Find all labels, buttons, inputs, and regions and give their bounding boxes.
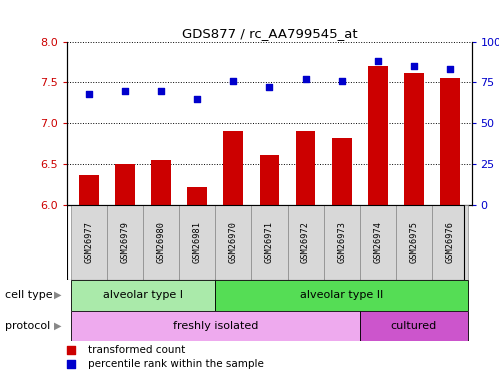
Text: GSM26974: GSM26974 [373, 221, 382, 263]
Bar [360, 310, 468, 341]
Bar [216, 205, 251, 280]
Text: GSM26981: GSM26981 [193, 221, 202, 263]
Bar [71, 310, 360, 341]
Text: GSM26973: GSM26973 [337, 221, 346, 263]
Point [410, 63, 418, 69]
Bar [115, 164, 135, 205]
Text: GSM26977: GSM26977 [84, 221, 93, 263]
Bar [224, 131, 244, 205]
Point [121, 88, 129, 94]
Bar [432, 205, 468, 280]
Bar [440, 78, 460, 205]
Text: GSM26979: GSM26979 [121, 221, 130, 263]
Bar [360, 205, 396, 280]
Bar [396, 205, 432, 280]
Bar [151, 160, 171, 205]
Bar [71, 280, 216, 310]
Text: transformed count: transformed count [88, 345, 185, 355]
Text: GSM26976: GSM26976 [446, 221, 455, 263]
Bar [143, 205, 179, 280]
Title: GDS877 / rc_AA799545_at: GDS877 / rc_AA799545_at [182, 27, 357, 40]
Point [338, 78, 346, 84]
Text: alveolar type II: alveolar type II [300, 290, 383, 300]
Bar [323, 205, 360, 280]
Point [301, 76, 309, 82]
Point [446, 66, 454, 72]
Bar [71, 205, 107, 280]
Text: freshly isolated: freshly isolated [173, 321, 258, 331]
Text: ▶: ▶ [53, 321, 61, 331]
Text: GSM26972: GSM26972 [301, 221, 310, 263]
Point [374, 58, 382, 64]
Point [67, 361, 75, 367]
Text: GSM26970: GSM26970 [229, 221, 238, 263]
Text: ▶: ▶ [53, 290, 61, 300]
Bar [187, 187, 207, 205]
Bar [332, 138, 352, 205]
Bar [179, 205, 216, 280]
Bar [295, 130, 315, 205]
Bar [368, 66, 388, 205]
Point [230, 78, 238, 84]
Text: GSM26975: GSM26975 [409, 221, 418, 263]
Bar [251, 205, 287, 280]
Point [193, 96, 201, 102]
Bar [107, 205, 143, 280]
Point [157, 88, 165, 94]
Bar [287, 205, 323, 280]
Text: GSM26971: GSM26971 [265, 221, 274, 263]
Text: cultured: cultured [391, 321, 437, 331]
Text: cell type: cell type [5, 290, 52, 300]
Point [67, 347, 75, 353]
Point [265, 84, 273, 90]
Text: alveolar type I: alveolar type I [103, 290, 183, 300]
Bar [79, 176, 99, 205]
Point [85, 91, 93, 97]
Bar [259, 155, 279, 205]
Text: percentile rank within the sample: percentile rank within the sample [88, 359, 263, 369]
Text: GSM26980: GSM26980 [157, 221, 166, 263]
Bar [216, 280, 468, 310]
Text: protocol: protocol [5, 321, 50, 331]
Bar [404, 73, 424, 205]
